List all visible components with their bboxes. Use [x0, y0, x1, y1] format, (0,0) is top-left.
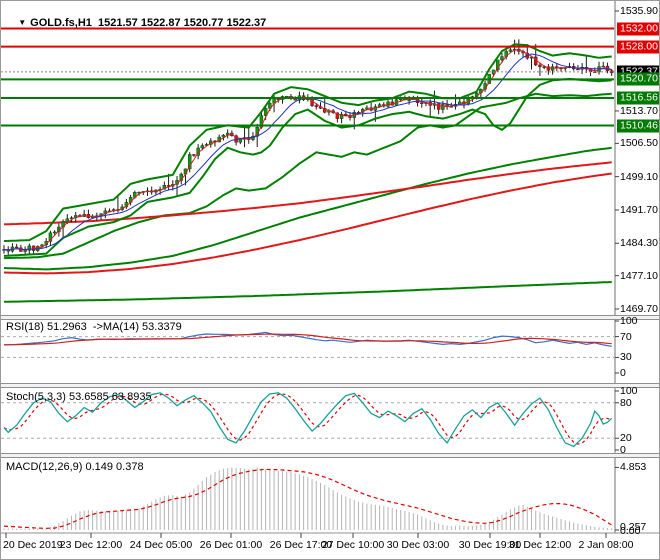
time-axis-label: 24 Dec 05:00	[129, 539, 193, 551]
stoch-axis-label: 20	[620, 432, 632, 445]
bull-candle	[209, 140, 213, 145]
rsi-axis-label: 100	[620, 315, 638, 327]
bull-candle	[238, 137, 243, 143]
stoch-axis-label: 100	[620, 385, 638, 397]
slow-ma-lines	[3, 92, 612, 303]
bear-candle	[14, 246, 19, 249]
bear-candle	[314, 105, 318, 107]
horizontal-level-lines	[1, 27, 614, 127]
price-axis-label: 1499.10	[620, 170, 658, 183]
rsi-axis-label: 70	[620, 330, 632, 343]
band-lower-line	[3, 77, 612, 257]
macd-axis-label: 0.257	[620, 521, 647, 533]
panel-splitter[interactable]	[1, 315, 659, 320]
time-axis-label: 26 Dec 17:00	[269, 539, 333, 551]
bull-candle	[441, 104, 445, 110]
price-axis-label: 1491.70	[620, 203, 658, 216]
bull-candle	[500, 56, 504, 61]
bull-candle	[200, 145, 205, 149]
bull-candle	[221, 134, 226, 138]
price-axis-label: 1506.50	[620, 137, 658, 150]
ma-red-slow-b-line	[3, 172, 612, 275]
bull-candle	[377, 104, 382, 107]
ma-red-slow-a-line	[3, 161, 612, 226]
price-badge: 1510.46	[617, 119, 659, 133]
macd-indicator-title: MACD(12,26,9) 0.149 0.378	[6, 461, 144, 473]
bull-candle	[508, 49, 513, 52]
bear-candle	[538, 64, 542, 67]
band-lines	[3, 43, 612, 257]
ma-green-slowest-line	[3, 281, 612, 303]
bear-candle	[166, 185, 171, 187]
price-axis-label: 1477.10	[620, 269, 658, 282]
ma-green-mid-line	[3, 92, 612, 260]
rsi-indicator-title: RSI(18) 51.2963 ->MA(14) 53.3379	[6, 321, 182, 333]
bull-candle	[52, 231, 57, 234]
bull-candle	[27, 245, 32, 251]
macd-signal-line	[3, 468, 613, 529]
macd-axis-label: 0.00	[620, 525, 641, 537]
bull-candle	[48, 232, 53, 242]
bear-candle	[192, 154, 196, 156]
bull-candle	[601, 65, 605, 68]
bear-candle	[323, 108, 327, 113]
time-axis-label: 30 Dec 03:00	[386, 539, 450, 551]
symbol-period-label: GOLD.fs,H1	[30, 17, 92, 29]
bear-candle	[576, 68, 580, 71]
stoch-main-line	[3, 392, 613, 448]
stoch-axis-label: 0	[620, 444, 626, 456]
bull-candle	[365, 107, 369, 110]
ma-green-slow-line	[3, 146, 612, 271]
bull-candle	[339, 113, 344, 119]
price-axis-label: 1484.30	[620, 237, 658, 250]
bear-candle	[335, 112, 340, 119]
time-axis-label: 2 Jan 08:00	[578, 539, 634, 551]
bull-candle	[496, 59, 500, 71]
macd-axis-label: 4.853	[620, 461, 647, 474]
rsi-ma-line	[3, 333, 612, 346]
bull-candle	[23, 250, 27, 252]
bull-candle	[187, 154, 192, 170]
stochastic-panel-plot	[1, 392, 614, 448]
price-axis-label: 1513.70	[620, 104, 658, 117]
chevron-down-icon[interactable]: ▼	[18, 18, 27, 27]
panel-frame-lines	[1, 1, 659, 538]
rsi-axis-label: 30	[620, 351, 632, 364]
stoch-axis-label: 80	[620, 396, 632, 409]
bull-candle	[263, 108, 268, 116]
rsi-axis-label: 0	[620, 367, 626, 379]
time-axis-label: 30 Dec 19:00	[458, 539, 522, 551]
price-badge: 1516.56	[617, 91, 659, 105]
bear-candle	[420, 102, 424, 104]
ohlc-values-label: 1521.57 1522.87 1520.77 1522.37	[98, 17, 267, 29]
band-upper-line	[3, 43, 612, 242]
time-axis-label: 31 Dec 12:00	[508, 539, 572, 551]
price-axis-label: 1535.90	[620, 5, 658, 17]
time-axis-label: 27 Dec 10:00	[321, 539, 385, 551]
price-badge: 1520.70	[617, 72, 659, 86]
stoch-indicator-title: Stoch(5,3,3) 53.6585 63.8935	[6, 391, 152, 403]
price-axis-label: 1469.70	[620, 303, 658, 315]
panel-splitter[interactable]	[1, 453, 659, 458]
time-axis-label: 23 Dec 12:00	[59, 539, 123, 551]
macd-panel-plot	[3, 467, 613, 530]
price-badge: 1532.00	[617, 22, 659, 36]
bear-candle	[344, 113, 348, 116]
price-badge: 1528.00	[617, 40, 659, 54]
bull-candle	[449, 106, 454, 108]
time-axis-label: 20 Dec 2019	[3, 539, 63, 551]
rsi-panel-plot	[1, 331, 614, 358]
time-axis-label: 26 Dec 01:00	[199, 539, 263, 551]
panel-splitter[interactable]	[1, 383, 659, 388]
chart-title: ▼ GOLD.fs,H1 1521.57 1522.87 1520.77 1522…	[6, 5, 266, 41]
bear-candle	[546, 66, 551, 71]
